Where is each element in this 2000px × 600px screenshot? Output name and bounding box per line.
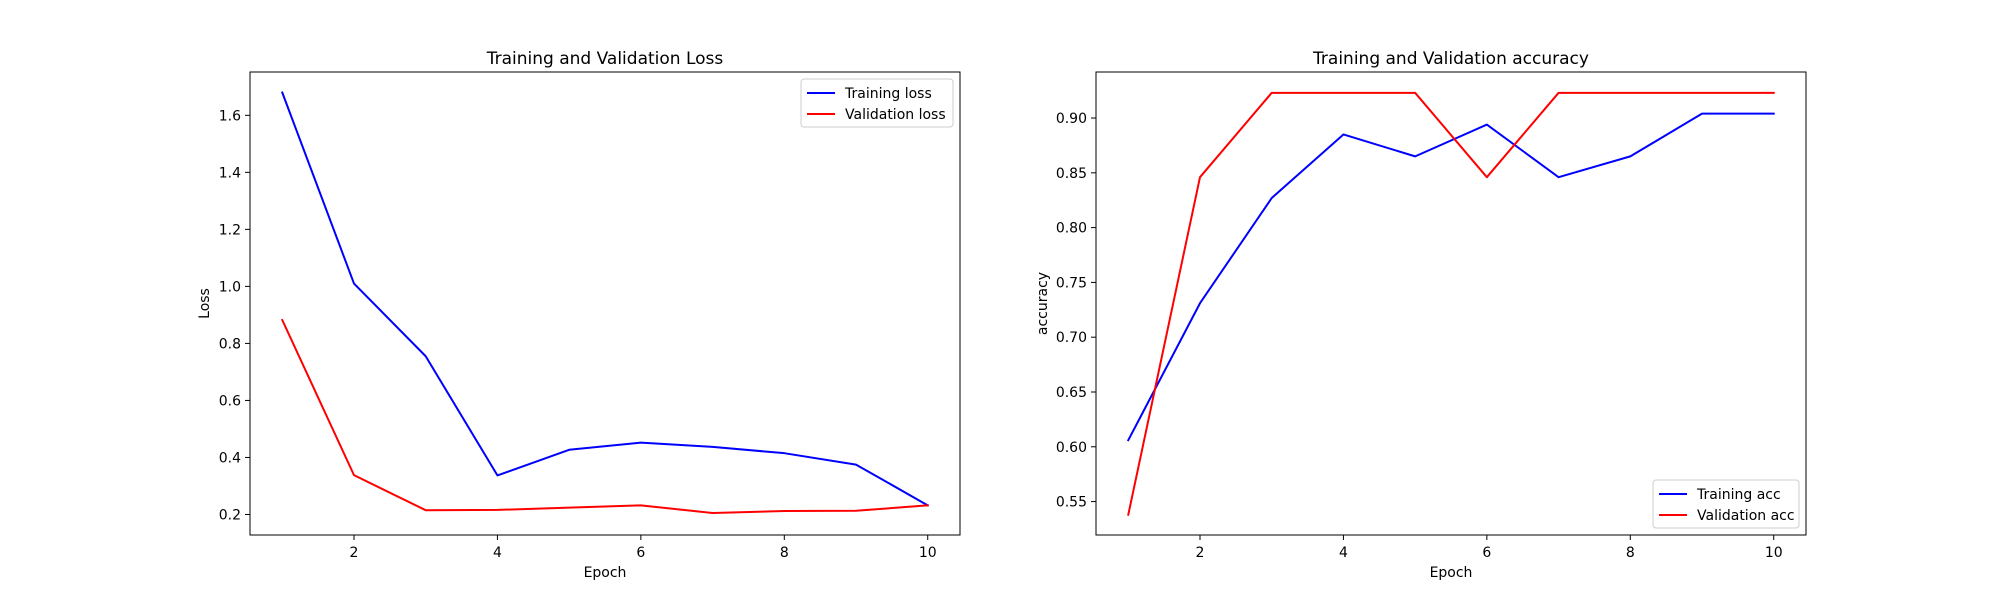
loss-y-tick-label: 0.2 [219,507,241,523]
accuracy-legend-box [1652,479,1800,529]
loss-legend: Training loss Validation loss [800,78,954,128]
loss-legend-entry: Validation loss [845,107,946,123]
accuracy-y-tick-label: 0.65 [1056,385,1087,401]
loss-y-tick-label: 1.6 [219,108,241,124]
accuracy-series-line-1 [1126,112,1775,442]
loss-series-line-1 [280,91,930,507]
accuracy-x-tick-label: 6 [1482,545,1491,561]
accuracy-legend: Training acc Validation acc [1652,479,1800,529]
loss-x-axis-label: Epoch [584,565,627,581]
accuracy-y-tick-label: 0.80 [1056,221,1087,237]
loss-y-tick-label: 0.8 [219,336,241,352]
accuracy-series-line-2 [1127,91,1775,516]
loss-x-tick-label: 2 [350,545,359,561]
loss-chart-title: Training and Validation Loss [486,49,724,69]
accuracy-y-axis-label: accuracy [1035,272,1051,335]
accuracy-chart-title: Training and Validation accuracy [1312,49,1589,69]
accuracy-x-tick-label: 2 [1196,545,1205,561]
loss-y-tick-label: 1.0 [219,279,241,295]
loss-x-tick-label: 8 [780,545,789,561]
loss-y-tick-label: 1.4 [219,165,241,181]
accuracy-x-axis-label: Epoch [1430,565,1473,581]
loss-legend-entry: Training loss [844,86,932,102]
accuracy-x-tick-label: 10 [1765,545,1783,561]
loss-y-tick-label: 0.4 [219,450,241,466]
accuracy-x-tick-label: 8 [1626,545,1635,561]
loss-x-tick-label: 4 [493,545,502,561]
accuracy-plot-frame [1095,71,1807,536]
loss-legend-box [800,78,954,128]
accuracy-y-tick-label: 0.75 [1056,275,1087,291]
accuracy-y-tick-label: 0.85 [1056,166,1087,182]
loss-chart: 2 4 6 8 10 0.2 0.4 0.6 0.8 1.0 1.2 1.4 1.6 Training a… [197,49,961,581]
accuracy-y-tick-label: 0.60 [1056,440,1087,456]
accuracy-y-tick-label: 0.70 [1056,330,1087,346]
accuracy-legend-entry: Validation acc [1697,508,1795,524]
loss-x-tick-label: 10 [919,545,937,561]
accuracy-x-tick-label: 4 [1339,545,1348,561]
loss-y-tick-label: 1.2 [219,222,241,238]
accuracy-chart: 2 4 6 8 10 0.55 0.60 0.65 0.70 0.75 0.80 0.85 0.90 Tr… [1035,49,1807,581]
loss-x-tick-label: 6 [636,545,645,561]
accuracy-y-tick-label: 0.90 [1056,111,1087,127]
loss-y-axis-label: Loss [197,288,213,319]
loss-plot-frame [249,71,961,536]
loss-y-tick-label: 0.6 [219,393,241,409]
accuracy-legend-entry: Training acc [1696,487,1781,503]
loss-series-line-2 [280,318,929,515]
accuracy-y-tick-label: 0.55 [1056,495,1087,511]
